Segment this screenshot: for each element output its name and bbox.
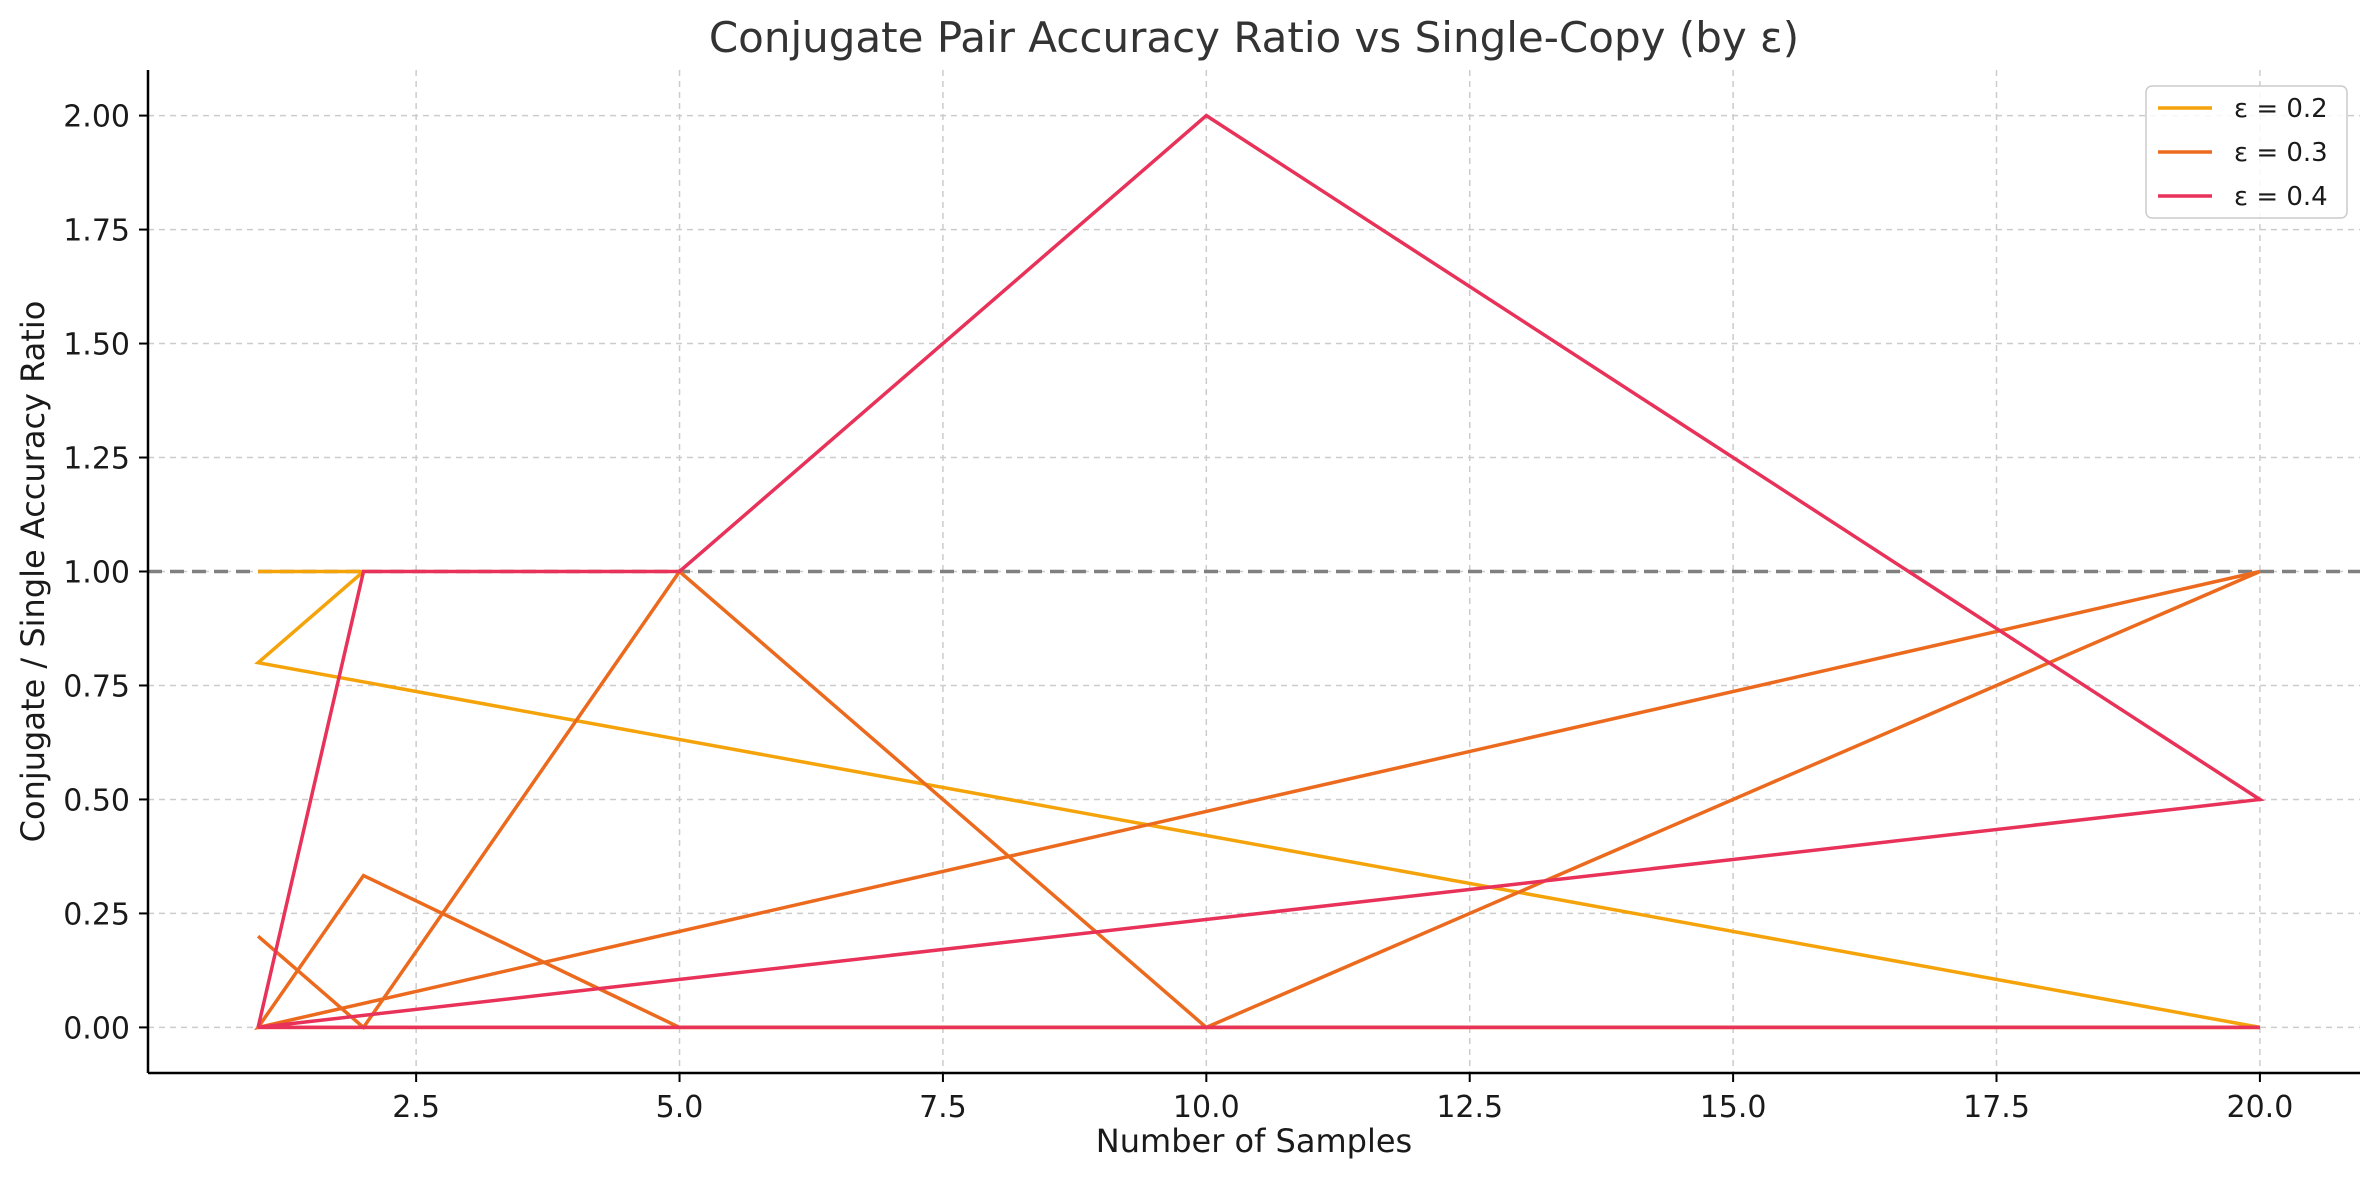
x-tick-label-8: 20.0 [2227, 1090, 2294, 1125]
legend-label-3: ε = 0.4 [2234, 182, 2328, 212]
y-tick-label-2: 0.25 [63, 897, 130, 932]
x-tick-label-5: 12.5 [1436, 1090, 1503, 1125]
x-axis-label: Number of Samples [1096, 1122, 1412, 1160]
series-layer [254, 113, 2265, 1031]
y-axis-label: Conjugate / Single Accuracy Ratio [14, 301, 52, 843]
y-tick-label-9: 2.00 [63, 100, 130, 135]
y-ticks: 0.00 0.25 0.50 0.75 1.00 1.25 1.50 1.75 2.00 [63, 100, 148, 1046]
legend-frame [2145, 85, 2348, 219]
legend-label-2: ε = 0.3 [2234, 138, 2328, 168]
legend-label-1: ε = 0.2 [2234, 94, 2328, 124]
x-tick-label-6: 15.0 [1700, 1090, 1767, 1125]
chart-title: Conjugate Pair Accuracy Ratio vs Single-… [709, 13, 1799, 62]
y-tick-label-8: 1.75 [63, 214, 130, 249]
x-tick-label-7: 17.5 [1963, 1090, 2030, 1125]
y-tick-label-7: 1.50 [63, 328, 130, 363]
y-tick-label-1: 0.00 [63, 1011, 130, 1046]
x-tick-label-2: 5.0 [656, 1090, 704, 1125]
x-tick-label-1: 2.5 [392, 1090, 440, 1125]
y-tick-label-6: 1.25 [63, 442, 130, 477]
legend: ε = 0.2 ε = 0.3 ε = 0.4 [2145, 85, 2348, 219]
series-line-3 [256, 113, 2265, 1030]
y-tick-label-5: 1.00 [63, 556, 130, 591]
x-ticks: 2.5 5.0 7.5 10.0 12.5 15.0 17.5 20.0 [392, 1073, 2293, 1125]
x-tick-label-3: 7.5 [919, 1090, 967, 1125]
y-tick-label-3: 0.50 [63, 783, 130, 818]
series-line-2 [254, 568, 2261, 1031]
y-tick-label-4: 0.75 [63, 669, 130, 704]
x-tick-label-4: 10.0 [1173, 1090, 1240, 1125]
